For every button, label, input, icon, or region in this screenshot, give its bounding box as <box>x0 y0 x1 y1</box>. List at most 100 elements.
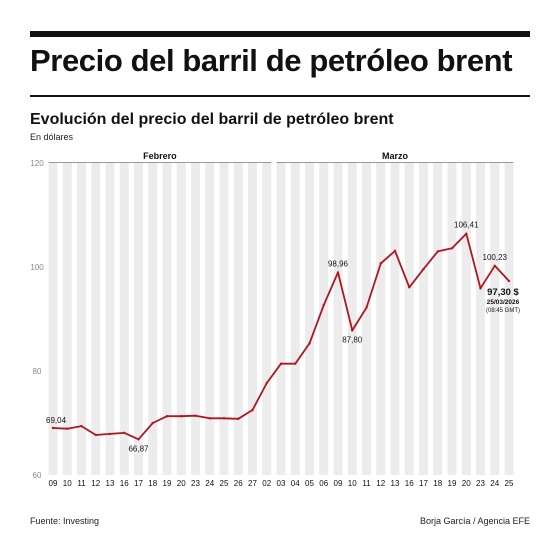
title-rule <box>30 95 530 97</box>
data-point <box>336 271 340 274</box>
column-band <box>119 163 129 475</box>
x-tick-label: 26 <box>234 479 243 488</box>
column-band <box>333 163 343 475</box>
units-label: En dólares <box>30 132 74 142</box>
column-band <box>77 163 86 475</box>
x-tick-label: 11 <box>362 479 371 488</box>
column-band <box>134 163 143 475</box>
column-band <box>105 163 115 475</box>
x-tick-label: 25 <box>505 479 514 488</box>
data-point <box>493 264 496 268</box>
data-label: 98,96 <box>328 259 349 268</box>
month-label: Marzo <box>382 151 409 161</box>
column-band <box>305 163 314 475</box>
y-tick-label: 60 <box>33 471 42 480</box>
y-tick-label: 80 <box>33 367 42 376</box>
x-tick-label: 24 <box>490 479 499 488</box>
column-band <box>276 163 286 475</box>
data-point <box>137 438 140 441</box>
x-tick-label: 11 <box>77 479 86 488</box>
last-value-label: 97,30 $ <box>487 287 519 298</box>
data-point <box>351 329 354 332</box>
x-tick-label: 24 <box>205 479 214 488</box>
data-point <box>279 362 283 365</box>
x-tick-label: 09 <box>49 479 58 488</box>
data-point <box>194 414 197 417</box>
column-band <box>447 163 457 475</box>
data-point <box>408 286 411 289</box>
x-tick-label: 18 <box>148 479 157 488</box>
data-label: 106,41 <box>454 221 479 230</box>
data-point <box>294 362 297 365</box>
last-value-time: (08:45 GMT) <box>486 308 520 314</box>
column-band <box>262 163 272 475</box>
column-band <box>162 163 172 475</box>
data-point <box>94 433 97 437</box>
month-label: Febrero <box>143 151 177 161</box>
column-band <box>248 163 257 475</box>
column-band <box>461 163 471 475</box>
x-tick-label: 16 <box>120 479 129 488</box>
data-point <box>66 427 69 430</box>
data-point <box>365 306 368 309</box>
data-point <box>151 421 154 425</box>
data-point <box>322 303 325 307</box>
last-value-date: 25/03/2026 <box>487 299 520 306</box>
x-tick-label: 02 <box>262 479 271 488</box>
data-point <box>379 262 382 265</box>
data-point <box>51 426 55 430</box>
data-point <box>208 417 211 420</box>
data-point <box>479 287 482 290</box>
data-point <box>422 267 425 271</box>
data-point <box>308 342 311 345</box>
column-band <box>176 163 186 475</box>
x-tick-label: 19 <box>448 479 457 488</box>
column-band <box>490 163 500 475</box>
column-band <box>390 163 400 475</box>
column-band <box>362 163 371 475</box>
x-tick-label: 20 <box>462 479 471 488</box>
y-tick-label: 100 <box>30 263 44 272</box>
data-point <box>180 415 183 418</box>
x-tick-label: 25 <box>220 479 229 488</box>
x-tick-label: 23 <box>476 479 485 488</box>
column-band <box>433 163 443 475</box>
x-tick-label: 18 <box>433 479 442 488</box>
column-band <box>504 163 514 475</box>
data-point <box>393 249 397 253</box>
x-tick-label: 12 <box>91 479 100 488</box>
chart-title: Evolución del precio del barril de petró… <box>30 111 394 128</box>
column-band <box>219 163 229 475</box>
data-point <box>237 417 240 421</box>
x-tick-label: 06 <box>319 479 328 488</box>
x-tick-label: 12 <box>376 479 385 488</box>
column-band <box>319 163 329 475</box>
x-tick-label: 04 <box>291 479 300 488</box>
x-tick-label: 09 <box>334 479 343 488</box>
column-band <box>419 163 428 475</box>
column-band <box>205 163 215 475</box>
column-band <box>91 163 101 475</box>
source-note: Fuente: Investing <box>30 516 100 526</box>
column-band <box>476 163 485 475</box>
data-point <box>265 381 268 385</box>
x-tick-label: 17 <box>419 479 428 488</box>
page-title: Precio del barril de petróleo brent <box>30 43 513 78</box>
x-tick-label: 05 <box>305 479 314 488</box>
column-band <box>191 163 200 475</box>
column-band <box>233 163 243 475</box>
x-tick-label: 10 <box>348 479 357 488</box>
column-band <box>62 163 72 475</box>
x-tick-label: 19 <box>163 479 172 488</box>
data-point <box>436 250 439 253</box>
x-tick-label: 17 <box>134 479 143 488</box>
column-band <box>148 163 158 475</box>
x-tick-label: 03 <box>277 479 286 488</box>
data-point <box>165 415 169 418</box>
data-point <box>80 424 83 428</box>
column-band <box>290 163 300 475</box>
x-tick-label: 10 <box>63 479 72 488</box>
data-point <box>465 232 468 235</box>
x-tick-label: 13 <box>106 479 115 488</box>
top-rule <box>30 31 530 37</box>
